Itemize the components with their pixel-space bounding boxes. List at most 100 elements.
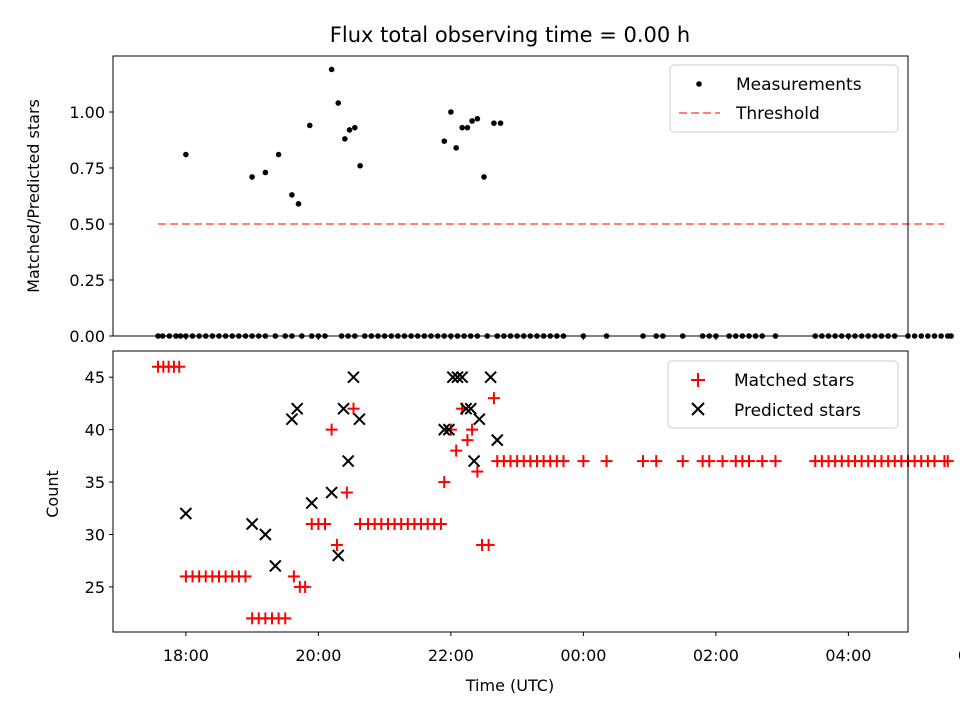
predicted-star-point <box>290 402 304 415</box>
matched-star-point <box>703 455 716 468</box>
measurement-point <box>289 192 295 198</box>
bottom-x-tick-label: 20:00 <box>295 646 341 665</box>
measurement-point <box>464 124 471 131</box>
predicted-star-point <box>347 371 360 384</box>
legend-predicted-label: Predicted stars <box>734 401 861 421</box>
bottom-y-tick-label: 30 <box>85 525 105 544</box>
predicted-star-point <box>446 371 460 384</box>
measurement-point <box>342 136 348 142</box>
measurement-point <box>249 174 255 180</box>
matched-star-point <box>330 538 343 551</box>
bottom-plot-area: 25 30 35 40 45 18:00 20:00 22:00 00:00 02:00 04:00… <box>85 360 960 665</box>
predicted-star-point <box>459 402 473 415</box>
legend-matched-label: Matched stars <box>734 371 854 391</box>
matched-star-point <box>434 518 447 531</box>
measurement-point <box>295 201 302 207</box>
matched-star-point <box>347 402 360 415</box>
bottom-y-axis-label: Count <box>43 470 62 518</box>
predicted-star-point <box>464 402 477 415</box>
measurement-point-zero <box>931 333 938 339</box>
top-y-tick-label: 0.50 <box>69 215 105 234</box>
predicted-star-point <box>473 412 486 426</box>
matched-star-point <box>600 455 613 468</box>
measurement-point <box>459 124 465 131</box>
measurement-point <box>469 118 475 124</box>
legend-threshold-label: Threshold <box>735 104 820 124</box>
bottom-y-tick-label: 40 <box>85 421 105 440</box>
measurement-point <box>328 66 335 73</box>
predicted-star-point <box>455 371 469 384</box>
bottom-axes-frame <box>112 350 909 633</box>
matched-star-point <box>743 455 755 468</box>
matched-star-point <box>577 455 590 468</box>
measurement-point <box>441 138 448 144</box>
top-axes-frame <box>112 55 909 337</box>
predicted-star-point <box>353 412 366 426</box>
matched-star-point <box>461 434 474 447</box>
measurement-point <box>262 169 269 176</box>
predicted-star-point <box>467 454 481 468</box>
measurement-point <box>306 122 313 129</box>
measurement-point-zero <box>911 333 918 339</box>
bottom-x-tick-label: 02:00 <box>693 646 739 665</box>
bottom-x-tick-label: 22:00 <box>428 646 474 665</box>
predicted-star-point <box>451 371 464 384</box>
predicted-star-point <box>341 454 355 468</box>
matched-star-point <box>676 455 689 468</box>
top-y-axis-label: Matched/Predicted stars <box>24 99 43 293</box>
top-y-tick-label: 1.00 <box>69 103 105 122</box>
matched-star-point <box>466 423 479 436</box>
bottom-legend: Matched stars Predicted stars <box>667 360 899 429</box>
predicted-star-point <box>305 496 318 510</box>
measurement-point <box>491 120 497 126</box>
measurement-point <box>346 127 353 133</box>
top-legend: Measurements Threshold <box>669 64 899 133</box>
measurement-point <box>497 120 504 126</box>
measurement-point-zero <box>925 333 931 339</box>
predicted-star-point <box>442 423 456 436</box>
matched-star-point <box>487 392 500 405</box>
predicted-star-point <box>337 402 350 415</box>
bottom-x-tick-label: 00:00 <box>560 646 606 665</box>
legend-measurements-marker <box>696 81 702 87</box>
top-y-tick-label: 0.25 <box>69 271 105 290</box>
measurement-point-zero <box>918 333 925 339</box>
matched-star-point <box>299 580 312 593</box>
measurement-point-zero <box>938 333 944 339</box>
matched-star-point <box>716 455 729 468</box>
legend-measurements-label: Measurements <box>736 75 862 95</box>
matched-star-point <box>325 423 338 436</box>
predicted-star-point <box>484 371 497 384</box>
predicted-star-point <box>245 517 259 531</box>
matched-star-point <box>637 455 649 468</box>
predicted-star-point <box>269 559 282 573</box>
predicted-star-point <box>325 486 338 499</box>
matched-star-point <box>471 465 484 478</box>
matched-star-point <box>279 612 292 625</box>
predicted-star-point <box>285 412 299 426</box>
bottom-y-tick-label: 25 <box>85 578 105 597</box>
matched-star-point <box>319 518 331 531</box>
matched-star-point <box>438 476 451 489</box>
bottom-y-tick-label: 35 <box>85 473 105 492</box>
measurement-point <box>183 151 189 158</box>
bottom-y-tick-label: 45 <box>85 368 105 387</box>
predicted-star-point <box>259 528 272 541</box>
matched-star-point <box>557 455 570 468</box>
legend-matched-marker <box>691 373 705 387</box>
bottom-x-tick-label: 04:00 <box>825 646 871 665</box>
matched-star-point <box>769 455 782 468</box>
matched-star-point <box>650 455 663 468</box>
measurement-point <box>474 115 481 122</box>
predicted-star-point <box>438 423 451 436</box>
matched-star-point <box>941 455 954 468</box>
matched-star-point <box>482 538 495 551</box>
measurement-point <box>357 162 363 169</box>
measurement-point <box>453 145 459 151</box>
top-y-tick-label: 0.00 <box>69 327 105 346</box>
matched-star-point <box>239 570 252 583</box>
matched-star-point <box>444 423 457 436</box>
measurement-point <box>352 124 358 131</box>
measurement-point <box>275 151 282 158</box>
